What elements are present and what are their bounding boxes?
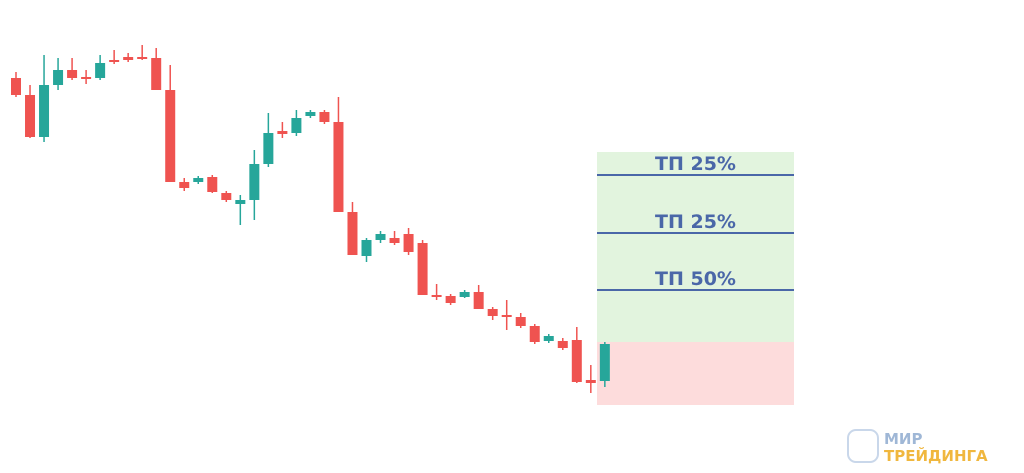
candle-body [193, 178, 204, 182]
candle-body [25, 95, 36, 137]
candle-body [403, 234, 414, 252]
candle-body [53, 70, 64, 85]
candle-body [263, 133, 274, 164]
candle-body [95, 63, 106, 78]
take-profit-label: ТП 50% [655, 268, 736, 290]
take-profit-label: ТП 25% [655, 153, 736, 175]
candle-body [333, 122, 344, 212]
candle-body [557, 341, 568, 348]
logo: МИР ТРЕЙДИНГА [847, 429, 988, 465]
candle-body [123, 57, 134, 60]
candle-body [501, 315, 512, 317]
candle-body [543, 336, 554, 341]
candle-body [11, 78, 21, 95]
candle-body [165, 90, 176, 182]
candle-body [389, 238, 400, 243]
profit-zone [597, 152, 794, 342]
take-profit-label: ТП 25% [655, 211, 736, 233]
candle-body [375, 234, 386, 240]
candle-body [431, 295, 442, 297]
candle-body [109, 60, 120, 62]
candle-body [347, 212, 358, 255]
candle-body [249, 164, 260, 200]
candle-body [277, 131, 288, 134]
candle-body [151, 58, 162, 90]
candle-body [585, 380, 596, 383]
candle-body [137, 57, 148, 59]
candle-body [39, 85, 50, 137]
candle-body [459, 292, 470, 297]
candle-body [291, 118, 302, 133]
candle-body [207, 177, 218, 192]
logo-text: ТРЕЙДИНГА [884, 446, 988, 465]
candle-body [571, 340, 582, 382]
candle-body [81, 77, 92, 79]
candle-body [319, 112, 330, 122]
candle-body [235, 200, 246, 204]
loss-zone [597, 342, 794, 405]
candle-body [305, 112, 316, 116]
candle-body [179, 182, 190, 188]
candle-body [473, 292, 484, 309]
candle-body [515, 317, 526, 326]
logo-icon [847, 429, 879, 463]
candle-body [361, 240, 372, 256]
candle-body [67, 70, 78, 78]
candle-body [529, 326, 540, 342]
candle-body [487, 309, 498, 316]
logo-text: МИР [884, 430, 922, 448]
candle-body [221, 193, 232, 200]
candle-body [417, 243, 428, 295]
candle-body [599, 344, 610, 381]
candle-body [445, 296, 456, 303]
